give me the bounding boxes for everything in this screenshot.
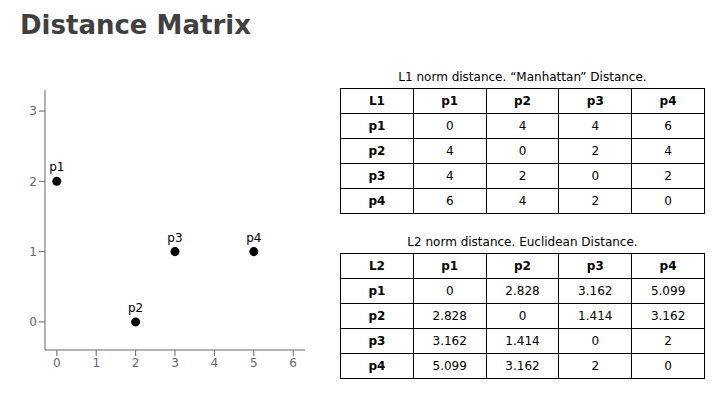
svg-text:1: 1 bbox=[92, 356, 100, 370]
html-text:p3: p3 bbox=[586, 259, 604, 273]
svg-text:1: 1 bbox=[29, 245, 37, 259]
svg-text:p2: p2 bbox=[128, 301, 143, 315]
svg-text:p1: p1 bbox=[49, 160, 64, 174]
svg-text:2: 2 bbox=[132, 356, 140, 370]
svg-text:2: 2 bbox=[29, 175, 37, 189]
html-text:4: 4 bbox=[445, 169, 454, 183]
html-text:1.414: 1.414 bbox=[505, 334, 540, 348]
html-text:L2 norm distance. Euclidean Di: L2 norm distance. Euclidean Distance. bbox=[407, 235, 638, 249]
html-text:4: 4 bbox=[664, 144, 672, 158]
svg-text:3: 3 bbox=[29, 104, 37, 118]
html-text:3.162: 3.162 bbox=[578, 284, 613, 298]
html-text:2: 2 bbox=[591, 359, 600, 373]
svg-text:0: 0 bbox=[29, 315, 37, 329]
html-text:3.162: 3.162 bbox=[432, 334, 467, 348]
html-text:p3: p3 bbox=[368, 169, 386, 183]
html-text:p1: p1 bbox=[368, 284, 386, 298]
html-text:p4: p4 bbox=[368, 194, 386, 208]
svg-text:4: 4 bbox=[211, 356, 219, 370]
svg-text:p3: p3 bbox=[167, 231, 182, 245]
html-text:0: 0 bbox=[664, 194, 672, 208]
html-text:p2: p2 bbox=[514, 259, 531, 273]
html-text:p4: p4 bbox=[368, 359, 386, 373]
html-text:2: 2 bbox=[591, 144, 600, 158]
svg-text:0: 0 bbox=[53, 356, 61, 370]
html-text:p4: p4 bbox=[659, 94, 677, 108]
html-text:6: 6 bbox=[445, 194, 454, 208]
html-text:L1: L1 bbox=[368, 94, 385, 108]
html-text:0: 0 bbox=[664, 359, 672, 373]
svg-text:3: 3 bbox=[171, 356, 179, 370]
html-text:2: 2 bbox=[518, 169, 527, 183]
html-text:p3: p3 bbox=[368, 334, 386, 348]
html-text:p3: p3 bbox=[586, 94, 604, 108]
html-text:4: 4 bbox=[445, 144, 454, 158]
html-text:3.162: 3.162 bbox=[650, 309, 686, 323]
html-text:p4: p4 bbox=[659, 259, 677, 273]
html-text:4: 4 bbox=[591, 119, 600, 133]
html-text:2: 2 bbox=[591, 194, 600, 208]
html-text:p2: p2 bbox=[514, 94, 531, 108]
svg-text:p4: p4 bbox=[246, 231, 261, 245]
html-text:0: 0 bbox=[591, 334, 600, 348]
svg-text:5: 5 bbox=[250, 356, 258, 370]
html-text:6: 6 bbox=[664, 119, 672, 133]
html-text:p1: p1 bbox=[441, 259, 459, 273]
html-text:p2: p2 bbox=[368, 144, 386, 158]
html-text:3.162: 3.162 bbox=[505, 359, 540, 373]
html-text:0: 0 bbox=[518, 309, 527, 323]
html-text:4: 4 bbox=[518, 119, 527, 133]
html-text:0: 0 bbox=[445, 284, 454, 298]
html-text:1.414: 1.414 bbox=[578, 309, 613, 323]
html-text:4: 4 bbox=[518, 194, 527, 208]
html-text:2.828: 2.828 bbox=[505, 284, 540, 298]
html-text:0: 0 bbox=[518, 144, 527, 158]
html-text:0: 0 bbox=[445, 119, 454, 133]
html-text:0: 0 bbox=[591, 169, 600, 183]
html-text:Distance Matrix: Distance Matrix bbox=[20, 10, 251, 40]
html-text:L1 norm distance. “Manhattan”: L1 norm distance. “Manhattan” Distance. bbox=[398, 70, 647, 84]
html-text:2.828: 2.828 bbox=[432, 309, 467, 323]
svg-text:6: 6 bbox=[289, 356, 297, 370]
html-text:2: 2 bbox=[664, 169, 672, 183]
html-text:p1: p1 bbox=[368, 119, 386, 133]
html-text:L2: L2 bbox=[368, 259, 385, 273]
html-text:p2: p2 bbox=[368, 309, 386, 323]
html-text:5.099: 5.099 bbox=[432, 359, 467, 373]
html-text:5.099: 5.099 bbox=[650, 284, 686, 298]
html-text:p1: p1 bbox=[441, 94, 459, 108]
html-text:2: 2 bbox=[664, 334, 672, 348]
